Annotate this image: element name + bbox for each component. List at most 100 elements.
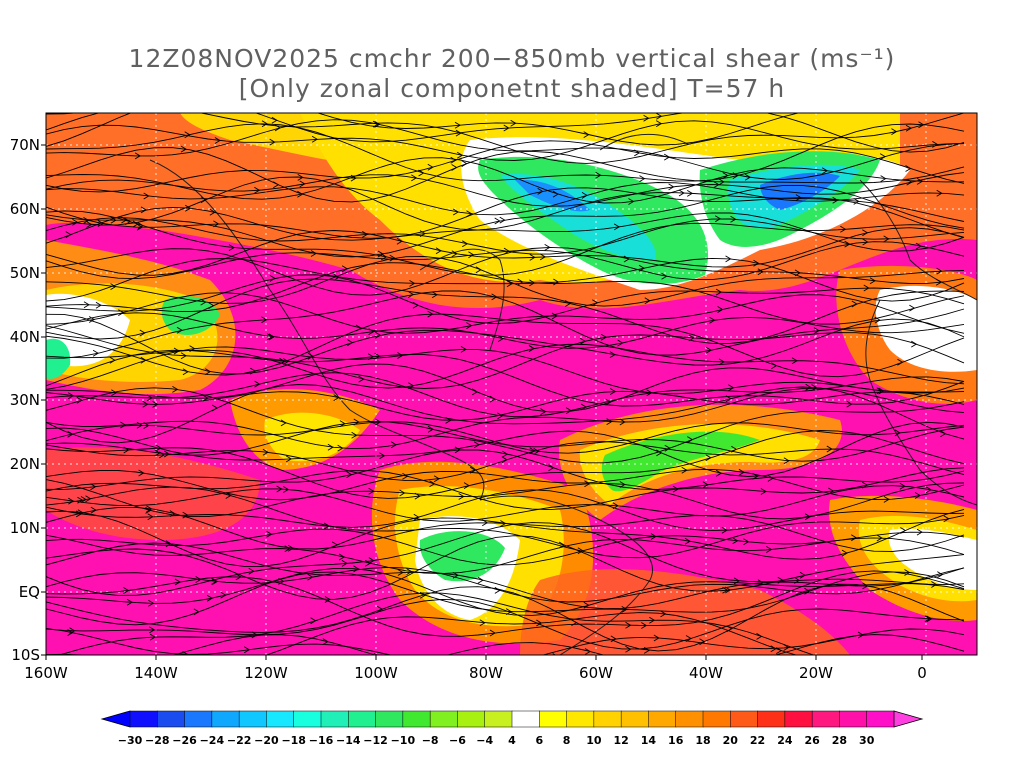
- colorbar-label: 6: [535, 734, 543, 747]
- streamline-arrow: [705, 346, 712, 354]
- colorbar-label: 26: [804, 734, 820, 747]
- streamline-arrow: [809, 657, 814, 663]
- streamline: [46, 182, 965, 216]
- streamline: [46, 570, 965, 637]
- streamline-arrow: [284, 545, 291, 553]
- streamline-arrow: [552, 190, 559, 198]
- colorbar-cell: [129, 710, 158, 728]
- streamline-arrow: [165, 540, 172, 548]
- streamline-arrow: [118, 309, 125, 316]
- streamline-arrow: [924, 615, 931, 623]
- colorbar-label: −24: [200, 734, 225, 747]
- chart-title-line-2: [Only zonal componetnt shaded] T=57 h: [238, 74, 786, 103]
- streamline-arrow: [851, 300, 858, 308]
- streamline: [46, 449, 965, 490]
- streamline-arrow: [517, 278, 524, 286]
- streamline-arrow: [783, 457, 790, 465]
- streamline-arrow: [248, 567, 255, 575]
- chart-title-line-1: 12Z08NOV2025 cmchr 200−850mb vertical sh…: [128, 44, 896, 73]
- streamline-arrow: [346, 471, 353, 478]
- streamline-arrow: [90, 506, 97, 514]
- streamline-arrow: [415, 658, 420, 664]
- streamline-arrow: [896, 670, 901, 676]
- blue-north-atlantic-west: [515, 179, 590, 212]
- colorbar-label: 14: [641, 734, 657, 747]
- colorbar-label: 4: [508, 734, 516, 747]
- streamline-arrow: [433, 475, 440, 483]
- streamline-arrow: [926, 615, 933, 623]
- streamline-arrow: [408, 382, 415, 390]
- shear-field: [46, 99, 977, 676]
- streamline-arrow: [429, 480, 436, 488]
- colorbar-right-arrow: [893, 710, 924, 728]
- streamline-arrow: [862, 582, 869, 590]
- colorbar-label: −20: [254, 734, 279, 747]
- streamline-arrow: [134, 99, 139, 105]
- streamline-arrow: [451, 164, 458, 171]
- lon-label: 80W: [469, 664, 503, 682]
- streamline-arrow: [528, 345, 535, 352]
- streamline-arrow: [327, 443, 334, 451]
- streamline-arrow: [838, 104, 843, 110]
- streamline-arrow: [705, 454, 712, 462]
- streamline-arrow: [940, 430, 947, 438]
- streamline-arrow: [475, 266, 482, 274]
- streamline-arrow: [894, 429, 901, 437]
- streamline-arrow: [68, 497, 75, 505]
- streamline-arrow: [149, 633, 156, 641]
- streamline-arrow: [581, 192, 588, 199]
- streamline: [46, 120, 965, 161]
- colorbar-label: 18: [695, 734, 710, 747]
- streamline-arrow: [621, 606, 628, 613]
- colorbar-label: −30: [118, 734, 143, 747]
- streamline: [46, 274, 965, 325]
- streamline-arrow: [339, 420, 346, 427]
- streamline-arrow: [791, 357, 798, 365]
- white-arctic: [180, 113, 480, 170]
- streamline-arrow: [805, 383, 812, 391]
- streamline-arrow: [502, 450, 509, 458]
- map-frame: [45, 112, 978, 656]
- streamline-arrow: [537, 188, 544, 195]
- streamline-arrow: [625, 645, 632, 653]
- colorbar-cell: [866, 710, 895, 728]
- streamline-arrow: [347, 339, 354, 346]
- streamline-arrow: [625, 621, 632, 629]
- colorbar-cell: [457, 710, 486, 728]
- streamline-arrow: [539, 253, 546, 261]
- lat-label: 20N: [10, 455, 40, 473]
- streamline-arrow: [909, 304, 916, 312]
- streamline-arrow: [491, 293, 498, 301]
- streamline: [46, 421, 965, 477]
- streamline-arrow: [299, 180, 306, 188]
- streamline-arrow: [451, 250, 458, 258]
- colorbar-label: −6: [449, 734, 466, 747]
- streamline-arrow: [653, 634, 660, 642]
- streamline-arrow: [656, 449, 663, 457]
- streamline-arrow: [137, 222, 144, 229]
- streamline-arrow: [580, 403, 587, 411]
- streamline: [46, 246, 965, 296]
- white-east: [875, 285, 977, 372]
- streamline-arrow: [529, 254, 536, 261]
- streamline-arrow: [200, 298, 207, 306]
- streamline-arrow: [142, 400, 149, 408]
- streamline-arrow: [193, 608, 200, 616]
- colorbar: −30 −28 −26 −24 −22 −20 −18 −16 −14 −12 −10 −8 −6 −4 4…: [100, 710, 924, 747]
- streamline-arrow: [72, 218, 79, 226]
- streamline-arrow: [254, 380, 261, 388]
- streamline-arrow: [367, 353, 375, 361]
- streamline-arrow: [379, 452, 386, 460]
- streamline-arrow: [338, 553, 346, 561]
- streamline-arrow: [649, 616, 656, 624]
- streamline-arrow: [897, 358, 904, 366]
- streamline: [46, 567, 965, 616]
- colorbar-cell: [375, 710, 404, 728]
- streamline-arrow: [756, 633, 763, 640]
- streamline: [46, 257, 965, 302]
- streamline-arrow: [634, 149, 641, 157]
- streamline-arrow: [905, 165, 912, 172]
- streamline-arrow: [628, 198, 635, 205]
- streamline-arrow: [699, 638, 706, 646]
